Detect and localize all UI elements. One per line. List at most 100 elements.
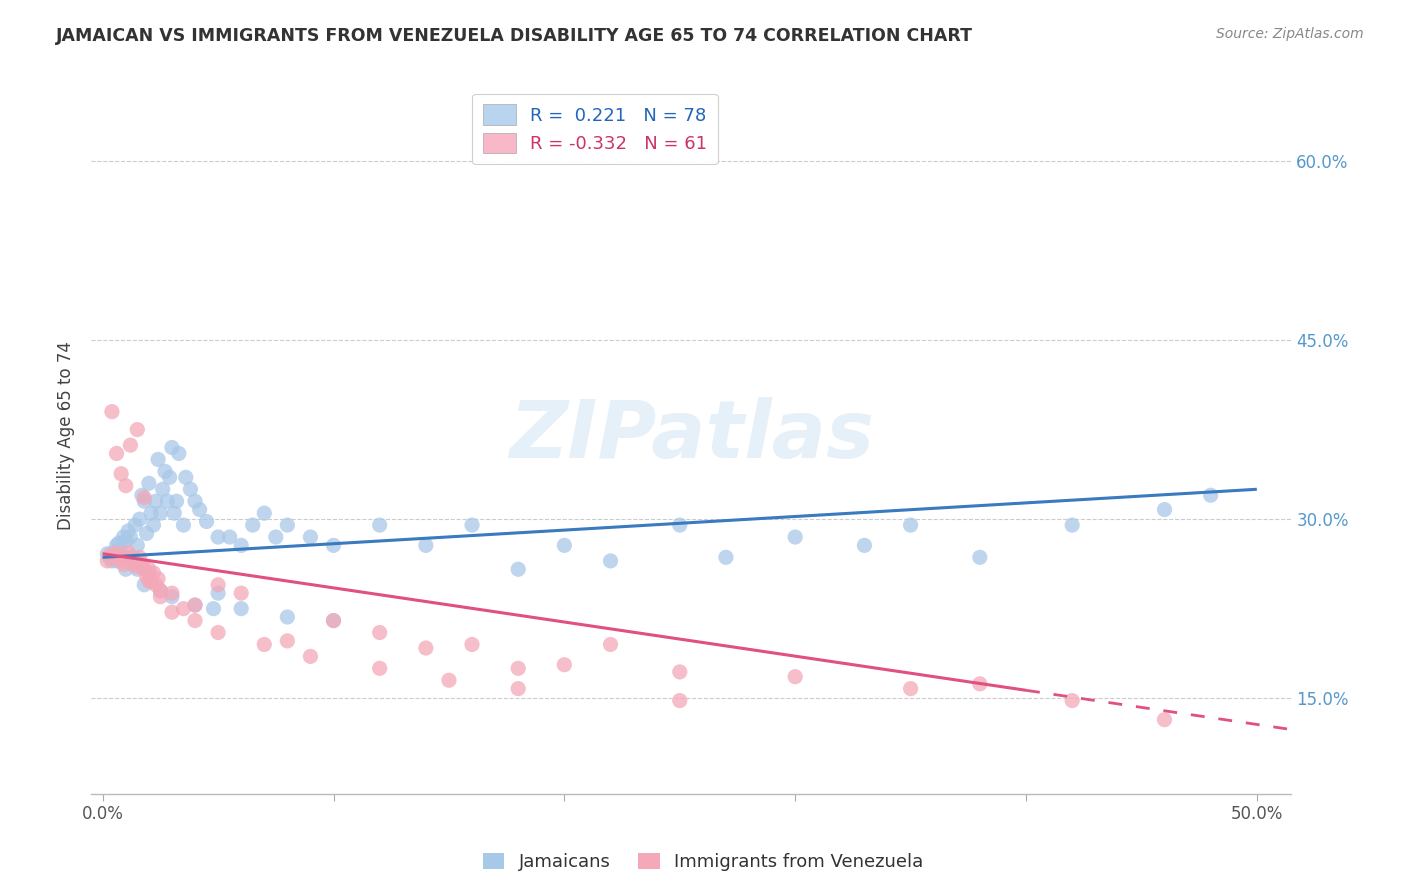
Text: ZIPatlas: ZIPatlas (509, 397, 873, 475)
Point (231, 601, 253, 615)
Point (152, 483, 174, 497)
Point (98, 548, 121, 562)
Point (195, 515, 218, 529)
Point (969, 550, 991, 565)
Point (127, 560, 149, 574)
Point (368, 518, 391, 533)
Point (785, 530, 807, 544)
Point (142, 518, 165, 533)
Legend: Jamaicans, Immigrants from Venezuela: Jamaicans, Immigrants from Venezuela (475, 846, 931, 879)
Point (103, 550, 125, 565)
Point (163, 506, 186, 520)
Point (253, 637, 276, 651)
Point (98, 550, 121, 565)
Point (264, 530, 287, 544)
Point (322, 538, 344, 552)
Point (159, 470, 181, 484)
Point (117, 545, 139, 559)
Point (138, 476, 160, 491)
Point (900, 518, 922, 533)
Point (127, 538, 149, 552)
Point (253, 506, 276, 520)
Point (174, 470, 197, 484)
Point (276, 633, 298, 648)
Point (415, 641, 437, 656)
Point (599, 554, 621, 568)
Point (322, 614, 344, 628)
Point (1153, 502, 1175, 516)
Point (553, 538, 575, 552)
Point (146, 452, 169, 467)
Point (101, 554, 124, 568)
Point (160, 586, 183, 600)
Point (110, 554, 132, 568)
Point (138, 562, 160, 576)
Point (128, 550, 150, 565)
Point (785, 670, 807, 684)
Point (112, 558, 135, 572)
Point (128, 512, 150, 526)
Point (135, 526, 157, 541)
Point (166, 494, 188, 508)
Point (149, 590, 172, 604)
Text: Source: ZipAtlas.com: Source: ZipAtlas.com (1216, 27, 1364, 41)
Point (173, 601, 195, 615)
Point (114, 562, 136, 576)
Point (242, 518, 264, 533)
Point (103, 545, 125, 559)
Point (368, 661, 391, 675)
Point (508, 681, 530, 696)
Point (179, 483, 201, 497)
Point (110, 467, 132, 481)
Point (207, 578, 229, 592)
Point (120, 554, 142, 568)
Point (114, 550, 136, 565)
Point (114, 478, 136, 492)
Point (508, 661, 530, 675)
Point (108, 550, 131, 565)
Point (149, 583, 172, 598)
Point (853, 538, 876, 552)
Point (1015, 805, 1038, 819)
Point (149, 506, 172, 520)
Point (105, 446, 128, 460)
Point (1199, 488, 1222, 502)
Point (101, 550, 124, 565)
Point (142, 566, 165, 580)
Point (207, 530, 229, 544)
Point (145, 578, 167, 592)
Point (153, 464, 176, 478)
Point (135, 569, 157, 583)
Point (127, 423, 149, 437)
Point (184, 598, 207, 612)
Point (96, 547, 118, 561)
Point (668, 665, 690, 679)
Point (124, 554, 146, 568)
Point (207, 625, 229, 640)
Point (714, 550, 737, 565)
Point (117, 524, 139, 538)
Point (173, 518, 195, 533)
Point (120, 550, 142, 565)
Point (184, 598, 207, 612)
Point (599, 637, 621, 651)
Legend: R =  0.221   N = 78, R = -0.332   N = 61: R = 0.221 N = 78, R = -0.332 N = 61 (472, 94, 718, 164)
Point (141, 506, 163, 520)
Point (114, 533, 136, 548)
Point (96, 554, 118, 568)
Point (322, 614, 344, 628)
Point (900, 681, 922, 696)
Point (141, 574, 163, 589)
Point (105, 545, 128, 559)
Point (299, 649, 322, 664)
Point (145, 494, 167, 508)
Point (112, 530, 135, 544)
Point (131, 558, 153, 572)
Point (184, 614, 207, 628)
Point (553, 657, 575, 672)
Point (149, 583, 172, 598)
Point (218, 530, 240, 544)
Point (415, 538, 437, 552)
Point (124, 518, 146, 533)
Point (1062, 518, 1084, 533)
